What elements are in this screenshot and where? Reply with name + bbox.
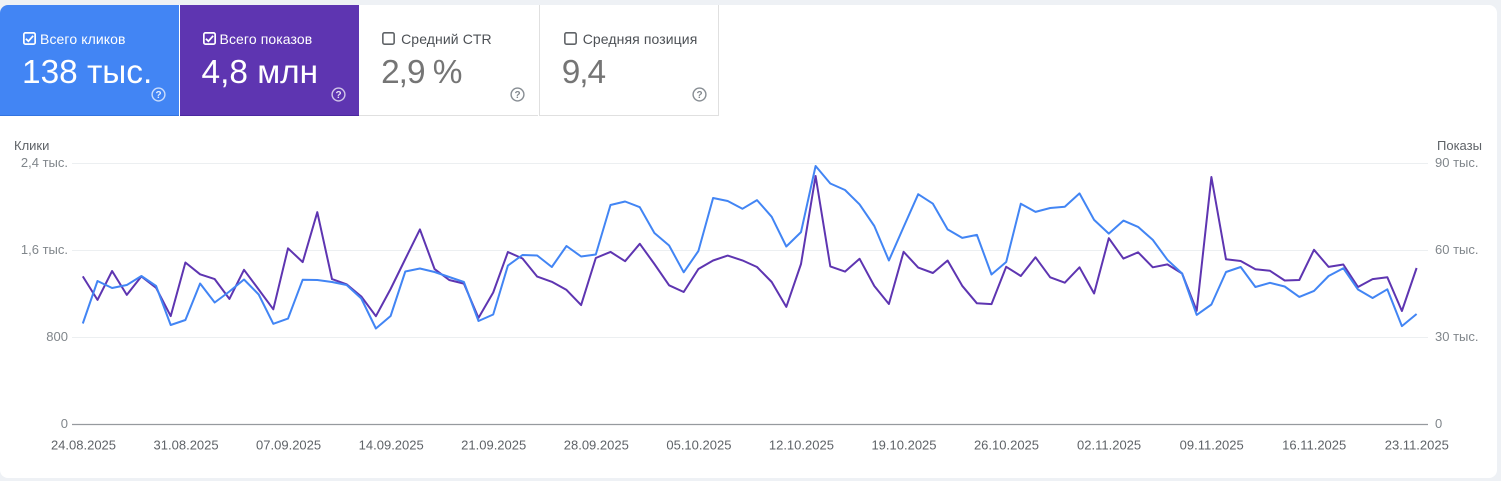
svg-text:?: ? xyxy=(515,90,521,101)
svg-text:19.10.2025: 19.10.2025 xyxy=(871,438,936,453)
svg-text:24.08.2025: 24.08.2025 xyxy=(51,438,116,453)
svg-text:?: ? xyxy=(335,90,341,101)
svg-text:12.10.2025: 12.10.2025 xyxy=(769,438,834,453)
svg-text:28.09.2025: 28.09.2025 xyxy=(564,438,629,453)
svg-text:1,6 тыс.: 1,6 тыс. xyxy=(21,242,68,257)
svg-text:Показы: Показы xyxy=(1437,138,1482,153)
svg-text:07.09.2025: 07.09.2025 xyxy=(256,438,321,453)
svg-text:90 тыс.: 90 тыс. xyxy=(1435,155,1478,170)
svg-text:0: 0 xyxy=(1435,416,1442,431)
svg-text:09.11.2025: 09.11.2025 xyxy=(1180,438,1244,453)
svg-text:31.08.2025: 31.08.2025 xyxy=(154,438,219,453)
svg-text:21.09.2025: 21.09.2025 xyxy=(461,438,526,453)
svg-text:0: 0 xyxy=(61,416,68,431)
svg-text:2,4 тыс.: 2,4 тыс. xyxy=(21,155,68,170)
svg-text:30 тыс.: 30 тыс. xyxy=(1435,329,1478,344)
svg-text:800: 800 xyxy=(46,329,68,344)
svg-text:05.10.2025: 05.10.2025 xyxy=(666,438,731,453)
svg-text:60 тыс.: 60 тыс. xyxy=(1435,242,1478,257)
svg-text:16.11.2025: 16.11.2025 xyxy=(1282,438,1346,453)
svg-text:?: ? xyxy=(155,90,161,101)
svg-text:?: ? xyxy=(696,90,702,101)
svg-text:14.09.2025: 14.09.2025 xyxy=(359,438,424,453)
svg-text:02.11.2025: 02.11.2025 xyxy=(1077,438,1141,453)
svg-text:26.10.2025: 26.10.2025 xyxy=(974,438,1039,453)
svg-text:Клики: Клики xyxy=(14,138,49,153)
svg-text:23.11.2025: 23.11.2025 xyxy=(1385,438,1449,453)
